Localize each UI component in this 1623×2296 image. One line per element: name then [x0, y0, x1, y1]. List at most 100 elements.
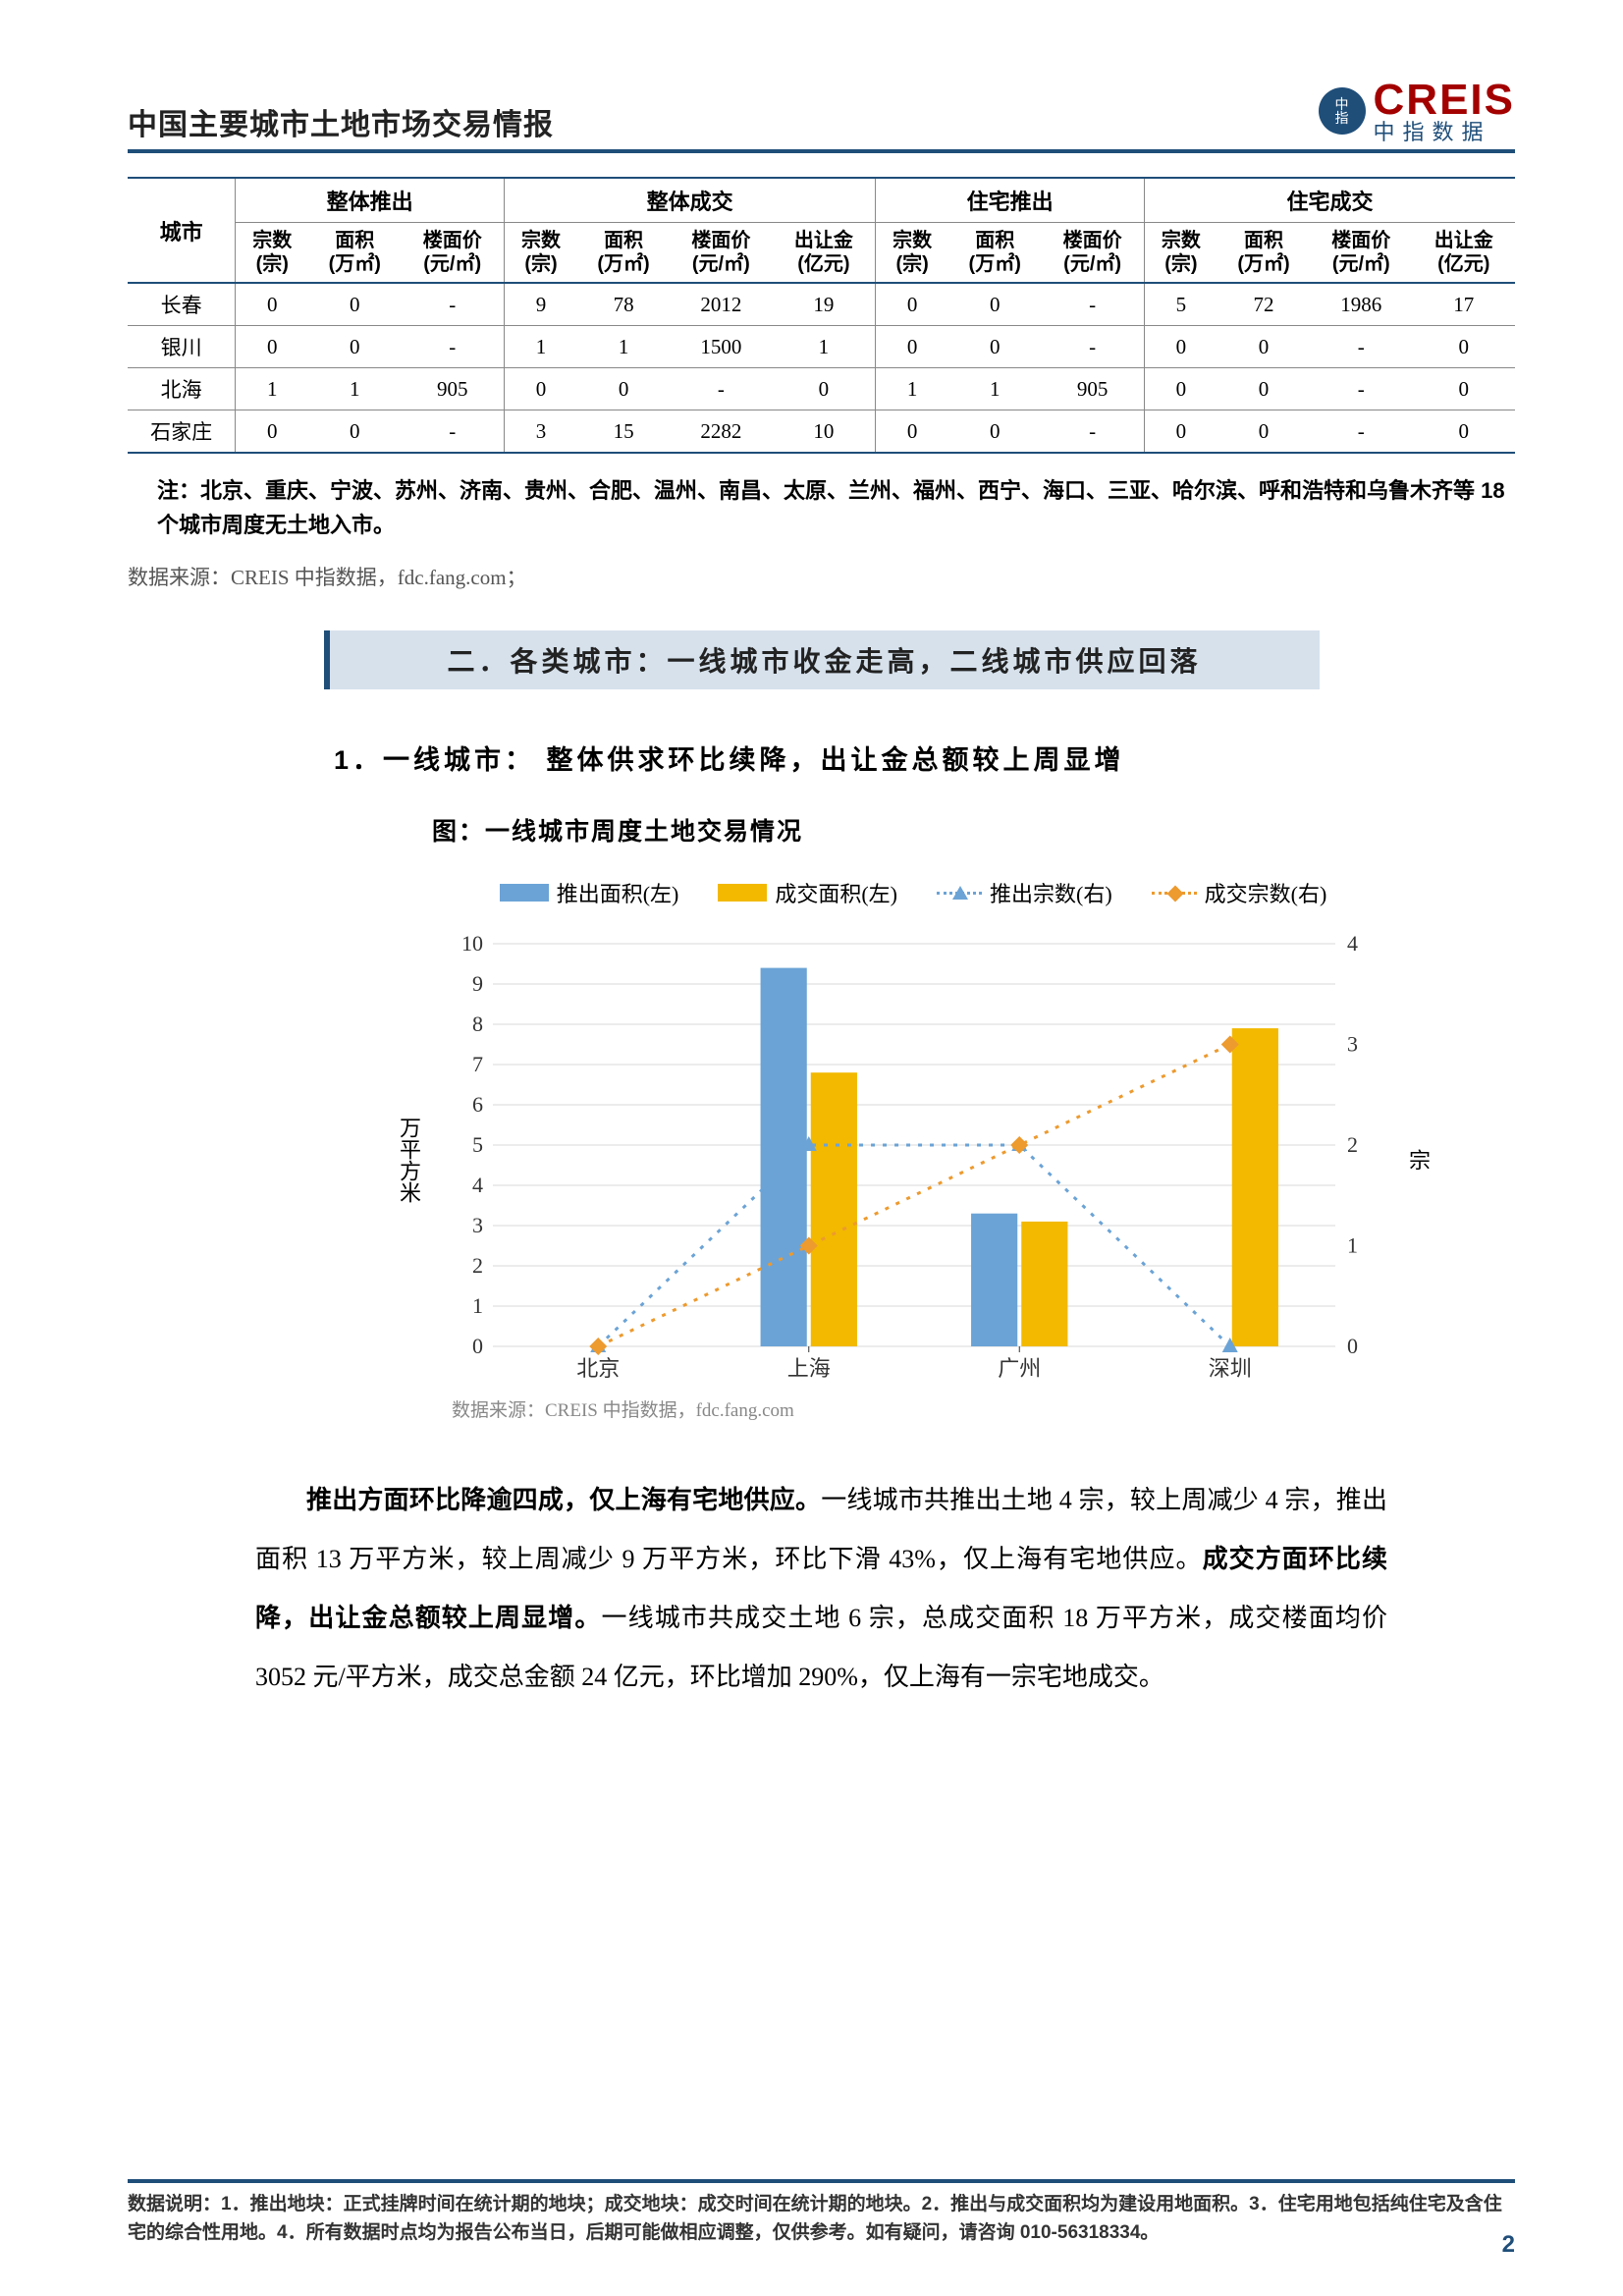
chart-area: 推出面积(左) 成交面积(左) 推出宗数(右) 成交宗数(右) 万平方米 0 1 2… — [393, 877, 1434, 1422]
sub-heading: 1．一线城市： 整体供求环比续降，出让金总额较上周显增 — [334, 738, 1515, 777]
cell-value: 0 — [1412, 326, 1515, 368]
sub-lmj: 楼面价(元/㎡) — [401, 223, 504, 284]
table-row: 银川00-111500100-00-0 — [128, 326, 1515, 368]
logo-text-cn: 中指数据 — [1374, 122, 1515, 143]
cell-value: 0 — [236, 410, 308, 454]
chart-title: 图：一线城市周度土地交易情况 — [432, 812, 1515, 847]
cell-value: 0 — [948, 410, 1041, 454]
cell-value: 1 — [948, 368, 1041, 410]
y-left-label: 万平方米 — [393, 1117, 424, 1203]
cell-value: 2282 — [670, 410, 772, 454]
cell-value: 905 — [1041, 368, 1144, 410]
svg-text:广州: 广州 — [998, 1356, 1041, 1381]
grp-res-deal: 住宅成交 — [1144, 178, 1515, 223]
chart-legend: 推出面积(左) 成交面积(左) 推出宗数(右) 成交宗数(右) — [393, 877, 1434, 908]
cell-value: 1986 — [1310, 283, 1412, 326]
cell-value: 0 — [948, 283, 1041, 326]
legend-line-launch: 推出宗数(右) — [937, 877, 1112, 908]
svg-text:3: 3 — [472, 1213, 483, 1237]
svg-text:0: 0 — [1347, 1334, 1358, 1358]
cell-value: - — [1310, 368, 1412, 410]
sub-mj: 面积(万㎡) — [308, 223, 401, 284]
table-data-source: 数据来源：CREIS 中指数据，fdc.fang.com； — [128, 562, 1515, 591]
sub-mj: 面积(万㎡) — [577, 223, 670, 284]
logo-badge-icon: 中指 — [1319, 87, 1366, 135]
cell-value: 0 — [236, 326, 308, 368]
cell-value: 3 — [505, 410, 577, 454]
cell-value: 0 — [773, 368, 876, 410]
chart-data-source: 数据来源：CREIS 中指数据，fdc.fang.com — [452, 1395, 1434, 1422]
cell-value: 0 — [236, 283, 308, 326]
grp-overall-deal: 整体成交 — [505, 178, 876, 223]
svg-text:北京: 北京 — [576, 1356, 620, 1381]
sub-zs: 宗数(宗) — [876, 223, 948, 284]
cell-value: 19 — [773, 283, 876, 326]
cell-value: - — [401, 326, 504, 368]
table-row: 石家庄00-31522821000-00-0 — [128, 410, 1515, 454]
cell-city: 石家庄 — [128, 410, 236, 454]
table-group-header-row: 城市 整体推出 整体成交 住宅推出 住宅成交 — [128, 178, 1515, 223]
cell-value: 0 — [577, 368, 670, 410]
cell-value: 0 — [876, 410, 948, 454]
cell-value: - — [401, 283, 504, 326]
cell-value: - — [1310, 326, 1412, 368]
cell-value: 10 — [773, 410, 876, 454]
analysis-paragraph: 推出方面环比降逾四成，仅上海有宅地供应。一线城市共推出土地 4 宗，较上周减少 … — [255, 1471, 1387, 1706]
footer-note: 数据说明：1．推出地块：正式挂牌时间在统计期的地块；成交地块：成交时间在统计期的… — [128, 2191, 1515, 2247]
cell-value: 1 — [876, 368, 948, 410]
sub-crj: 出让金(亿元) — [773, 223, 876, 284]
cell-value: 5 — [1144, 283, 1217, 326]
cell-value: 0 — [876, 326, 948, 368]
sub-zs: 宗数(宗) — [1144, 223, 1217, 284]
para-bold-1: 推出方面环比降逾四成，仅上海有宅地供应。 — [306, 1485, 821, 1514]
svg-text:1: 1 — [472, 1293, 483, 1318]
cell-value: 0 — [1144, 326, 1217, 368]
cell-value: 0 — [505, 368, 577, 410]
cell-value: 0 — [308, 326, 401, 368]
sub-lmj: 楼面价(元/㎡) — [1041, 223, 1144, 284]
sub-zs: 宗数(宗) — [236, 223, 308, 284]
cell-value: - — [1041, 283, 1144, 326]
cell-value: 0 — [1144, 368, 1217, 410]
cell-city: 银川 — [128, 326, 236, 368]
page-footer: 数据说明：1．推出地块：正式挂牌时间在统计期的地块；成交地块：成交时间在统计期的… — [128, 2179, 1515, 2247]
table-note: 注：北京、重庆、宁波、苏州、济南、贵州、合肥、温州、南昌、太原、兰州、福州、西宁… — [157, 473, 1515, 542]
table-row: 北海1190500-01190500-0 — [128, 368, 1515, 410]
cell-value: 72 — [1217, 283, 1310, 326]
grp-overall-launch: 整体推出 — [236, 178, 505, 223]
cell-value: 17 — [1412, 283, 1515, 326]
svg-text:7: 7 — [472, 1052, 483, 1076]
svg-text:2: 2 — [472, 1253, 483, 1278]
cell-value: - — [1041, 410, 1144, 454]
cell-value: 15 — [577, 410, 670, 454]
cell-value: 0 — [876, 283, 948, 326]
section-heading: 二．各类城市：一线城市收金走高，二线城市供应回落 — [324, 630, 1320, 689]
cell-value: 905 — [401, 368, 504, 410]
cell-value: 0 — [1412, 368, 1515, 410]
svg-text:深圳: 深圳 — [1209, 1356, 1252, 1381]
page-number: 2 — [1502, 2231, 1515, 2259]
svg-text:6: 6 — [472, 1092, 483, 1117]
cell-value: 1 — [505, 326, 577, 368]
svg-text:9: 9 — [472, 971, 483, 996]
cell-value: - — [670, 368, 772, 410]
sub-mj: 面积(万㎡) — [1217, 223, 1310, 284]
logo-text-en: CREIS — [1374, 79, 1515, 122]
document-title: 中国主要城市土地市场交易情报 — [128, 100, 554, 143]
col-city: 城市 — [128, 178, 236, 283]
cell-value: 1 — [236, 368, 308, 410]
cell-value: 0 — [308, 283, 401, 326]
cell-value: 1 — [308, 368, 401, 410]
svg-text:上海: 上海 — [787, 1356, 831, 1381]
svg-text:3: 3 — [1347, 1032, 1358, 1057]
sub-lmj: 楼面价(元/㎡) — [670, 223, 772, 284]
cell-value: 0 — [948, 326, 1041, 368]
cell-value: 0 — [1412, 410, 1515, 454]
svg-text:1: 1 — [1347, 1233, 1358, 1258]
cell-value: 2012 — [670, 283, 772, 326]
cell-value: 0 — [1217, 410, 1310, 454]
table-sub-header-row: 宗数(宗) 面积(万㎡) 楼面价(元/㎡) 宗数(宗) 面积(万㎡) 楼面价(元… — [128, 223, 1515, 284]
cell-value: 0 — [1217, 368, 1310, 410]
svg-text:4: 4 — [472, 1173, 483, 1197]
land-market-table: 城市 整体推出 整体成交 住宅推出 住宅成交 宗数(宗) 面积(万㎡) 楼面价(… — [128, 177, 1515, 454]
